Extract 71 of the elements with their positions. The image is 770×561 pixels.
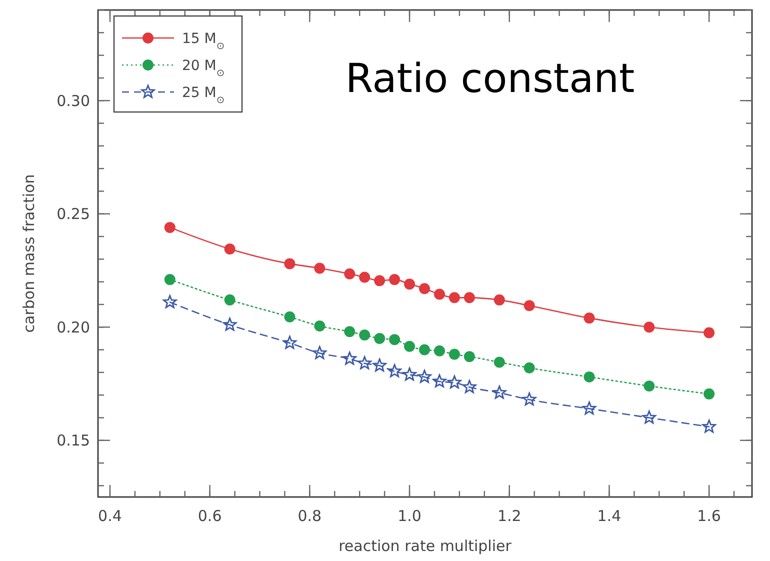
point xyxy=(359,330,370,341)
point xyxy=(344,268,356,280)
x-tick-label: 0.8 xyxy=(298,507,322,525)
x-tick-label: 1.0 xyxy=(398,507,422,525)
point xyxy=(342,352,356,365)
point xyxy=(524,362,535,374)
x-tick-label: 0.6 xyxy=(198,507,222,525)
point xyxy=(462,380,476,394)
point xyxy=(584,312,595,324)
point xyxy=(644,322,655,333)
point xyxy=(492,386,506,399)
point xyxy=(389,274,400,286)
point xyxy=(312,346,327,360)
point xyxy=(524,300,535,312)
x-tick-label: 1.2 xyxy=(497,507,522,525)
point xyxy=(284,258,296,270)
point xyxy=(434,345,445,356)
point xyxy=(582,401,596,415)
point xyxy=(522,392,536,406)
point xyxy=(704,388,715,400)
point xyxy=(642,410,656,424)
point xyxy=(314,320,326,332)
point xyxy=(494,356,505,368)
legend-label: 25 M$_{⊙}$ xyxy=(182,84,225,106)
point xyxy=(702,420,716,433)
point xyxy=(448,348,460,360)
point xyxy=(464,292,475,304)
point xyxy=(448,375,462,389)
point xyxy=(404,278,416,290)
point xyxy=(374,332,386,344)
point xyxy=(163,295,177,308)
point xyxy=(644,380,655,392)
point xyxy=(358,356,372,370)
point xyxy=(419,283,430,294)
point xyxy=(388,364,402,378)
point xyxy=(372,358,386,372)
point xyxy=(164,274,176,286)
point xyxy=(494,294,505,306)
point xyxy=(419,344,430,356)
point xyxy=(404,340,416,352)
legend-label: 20 M$_{⊙}$ xyxy=(182,58,225,78)
point xyxy=(284,311,296,322)
point xyxy=(374,275,386,286)
y-tick-label: 0.30 xyxy=(56,92,90,110)
point xyxy=(389,334,400,346)
y-tick-label: 0.15 xyxy=(56,432,90,450)
point xyxy=(224,243,236,254)
y-tick-label: 0.25 xyxy=(56,205,90,224)
y-tick-label: 0.20 xyxy=(56,318,90,336)
point xyxy=(359,272,370,283)
point xyxy=(434,288,445,300)
point xyxy=(402,367,416,381)
point xyxy=(344,326,356,338)
x-tick-label: 1.4 xyxy=(597,507,622,525)
x-tick-label: 1.6 xyxy=(697,507,721,525)
text: Ratio constant xyxy=(345,56,635,102)
point xyxy=(314,262,326,274)
point xyxy=(704,327,715,338)
point xyxy=(164,222,176,233)
point xyxy=(464,351,475,362)
point xyxy=(222,318,237,331)
point xyxy=(584,371,595,382)
point xyxy=(448,292,460,304)
point xyxy=(224,294,236,306)
point xyxy=(418,370,432,383)
x-tick-label: 0.4 xyxy=(98,507,122,525)
point xyxy=(432,374,446,388)
point xyxy=(282,336,297,349)
x-axis-title: reaction rate multiplier xyxy=(338,537,512,555)
y-axis-title: carbon mass fraction xyxy=(20,174,38,333)
legend-label: 15 M$_{⊙}$ xyxy=(182,30,225,52)
